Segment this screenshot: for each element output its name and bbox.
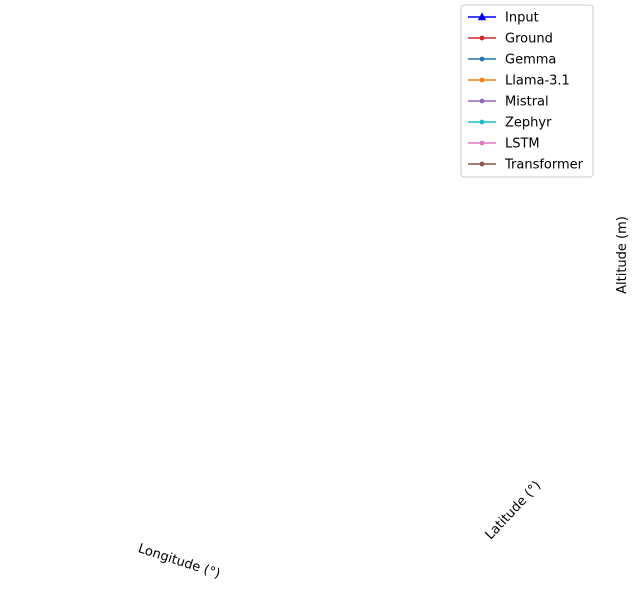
- legend-label-ground: Ground: [505, 32, 553, 47]
- legend-box: [460, 4, 594, 178]
- legend-entry-input: Input: [468, 11, 539, 26]
- legend-marker-lstm: [479, 140, 485, 146]
- legend-marker-llama-3-1: [479, 77, 485, 83]
- legend-marker-ground: [479, 35, 485, 41]
- legend-entry-mistral: Mistral: [468, 95, 549, 110]
- legend-entry-llama-3-1: Llama-3.1: [468, 74, 570, 89]
- legend-entry-zephyr: Zephyr: [468, 116, 552, 131]
- legend-entry-transformer: Transformer: [468, 158, 584, 173]
- legend-label-input: Input: [505, 11, 539, 26]
- z-axis-label: Altitude (m): [615, 216, 630, 294]
- legend-label-llama-3-1: Llama-3.1: [505, 74, 570, 89]
- legend-entry-gemma: Gemma: [468, 53, 556, 68]
- legend-marker-input: [477, 12, 487, 21]
- legend-label-transformer: Transformer: [504, 158, 584, 173]
- legend-label-gemma: Gemma: [505, 53, 556, 68]
- x-axis-label: Longitude (°): [136, 541, 222, 582]
- legend-entry-ground: Ground: [468, 32, 553, 47]
- legend-marker-gemma: [479, 56, 485, 62]
- legend-label-lstm: LSTM: [505, 137, 540, 152]
- legend-marker-transformer: [479, 161, 485, 167]
- legend-marker-zephyr: [479, 119, 485, 125]
- y-axis-label: Latitude (°): [483, 478, 545, 543]
- legend-label-zephyr: Zephyr: [505, 116, 552, 131]
- legend-marker-mistral: [479, 98, 485, 104]
- legend-entry-lstm: LSTM: [468, 137, 540, 152]
- legend-label-mistral: Mistral: [505, 95, 549, 110]
- legend: Input Ground Gemma Llama-3.1 Mistral Zephyr LS…: [460, 4, 594, 178]
